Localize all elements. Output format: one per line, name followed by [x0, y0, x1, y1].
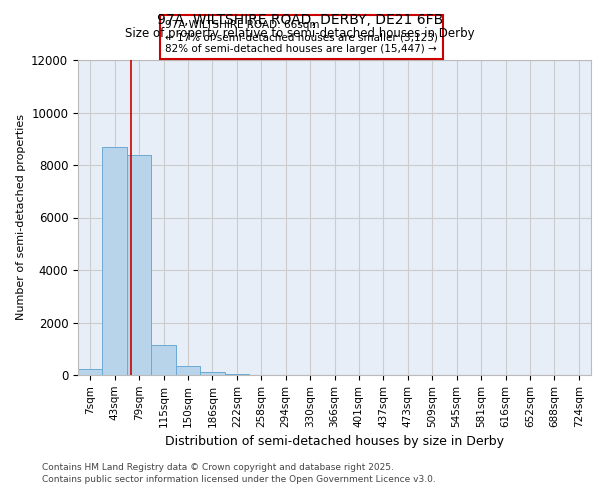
Bar — [224, 374, 249, 375]
X-axis label: Distribution of semi-detached houses by size in Derby: Distribution of semi-detached houses by … — [165, 435, 504, 448]
Text: Contains HM Land Registry data © Crown copyright and database right 2025.: Contains HM Land Registry data © Crown c… — [42, 464, 394, 472]
Bar — [78, 369, 103, 375]
Text: Contains public sector information licensed under the Open Government Licence v3: Contains public sector information licen… — [42, 475, 436, 484]
Text: 97A WILTSHIRE ROAD: 66sqm
← 17% of semi-detached houses are smaller (3,123)
82% : 97A WILTSHIRE ROAD: 66sqm ← 17% of semi-… — [165, 20, 438, 54]
Text: 97A, WILTSHIRE ROAD, DERBY, DE21 6FB: 97A, WILTSHIRE ROAD, DERBY, DE21 6FB — [157, 12, 443, 26]
Bar — [176, 366, 200, 375]
Bar — [127, 154, 151, 375]
Text: Size of property relative to semi-detached houses in Derby: Size of property relative to semi-detach… — [125, 28, 475, 40]
Bar — [103, 146, 127, 375]
Bar — [200, 372, 224, 375]
Bar — [151, 345, 176, 375]
Y-axis label: Number of semi-detached properties: Number of semi-detached properties — [16, 114, 26, 320]
